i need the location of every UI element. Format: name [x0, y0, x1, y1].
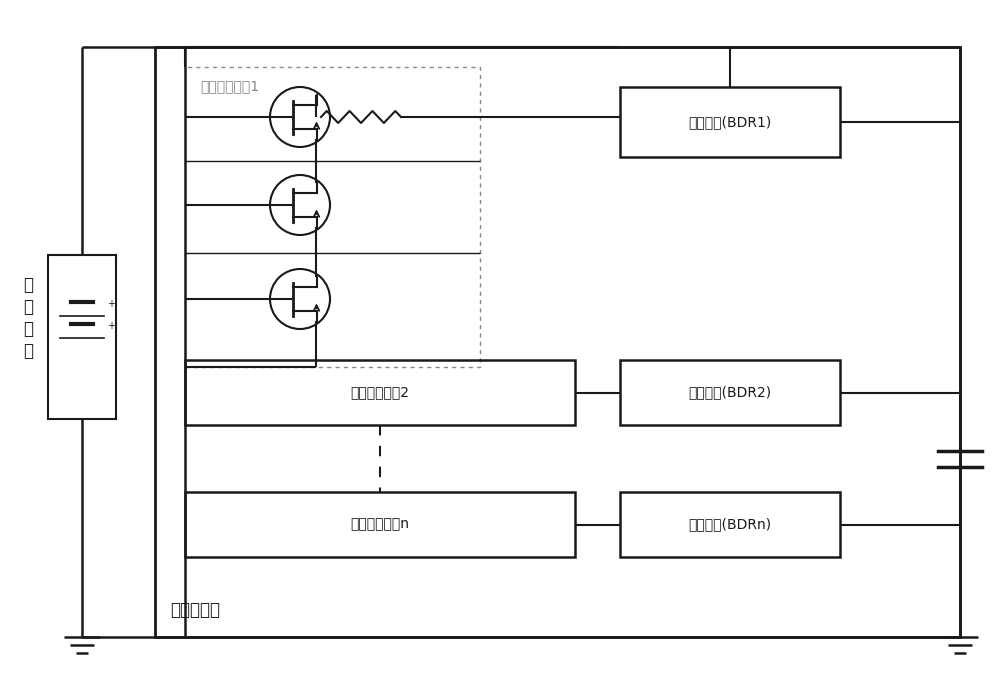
Text: 电: 电 [23, 298, 33, 316]
Bar [155, 47, 960, 637]
Text: +: + [107, 321, 115, 331]
Bar [185, 360, 575, 425]
Bar [48, 255, 116, 419]
Text: 放电开关电路2: 放电开关电路2 [351, 385, 410, 399]
Text: 放电开关电路1: 放电开关电路1 [200, 79, 259, 93]
Text: 放电开关电路n: 放电开关电路n [351, 517, 410, 531]
Bar [185, 492, 575, 557]
Text: 放电电路(BDRn): 放电电路(BDRn) [688, 517, 772, 531]
Bar [620, 360, 840, 425]
Bar [620, 87, 840, 157]
Bar [185, 67, 480, 367]
Text: 放电电路(BDR1): 放电电路(BDR1) [688, 115, 772, 129]
Bar [620, 492, 840, 557]
Text: 放电电路(BDR2): 放电电路(BDR2) [688, 385, 772, 399]
Text: +: + [107, 299, 115, 309]
Text: 组: 组 [23, 342, 33, 360]
Text: 池: 池 [23, 320, 33, 338]
Text: 蓄: 蓄 [23, 276, 33, 294]
Text: 电源控制器: 电源控制器 [170, 601, 220, 619]
